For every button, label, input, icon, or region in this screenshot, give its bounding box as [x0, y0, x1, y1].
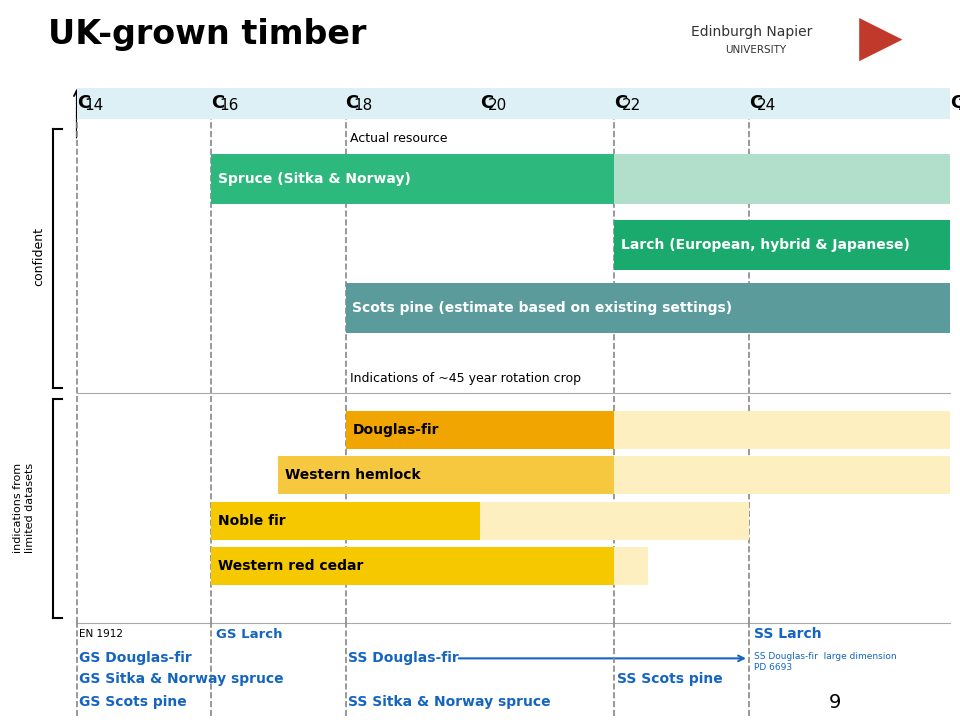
- Text: Noble fir: Noble fir: [218, 514, 285, 528]
- Text: GS Sitka & Norway spruce: GS Sitka & Norway spruce: [79, 672, 283, 686]
- Text: C: C: [211, 94, 225, 112]
- Text: 9: 9: [829, 693, 841, 712]
- Text: 20: 20: [488, 98, 507, 113]
- Text: C: C: [614, 94, 628, 112]
- Text: confident: confident: [32, 227, 45, 286]
- Text: GS Scots pine: GS Scots pine: [79, 696, 186, 709]
- Text: EN 1912: EN 1912: [79, 629, 123, 639]
- Text: SS Sitka & Norway spruce: SS Sitka & Norway spruce: [348, 696, 551, 709]
- Text: Western hemlock: Western hemlock: [285, 469, 420, 482]
- Text: C: C: [346, 94, 359, 112]
- Text: Edinburgh Napier: Edinburgh Napier: [691, 25, 812, 40]
- Text: Larch (European, hybrid & Japanese): Larch (European, hybrid & Japanese): [621, 238, 910, 252]
- Text: UNIVERSITY: UNIVERSITY: [725, 45, 786, 55]
- Text: Western red cedar: Western red cedar: [218, 559, 363, 573]
- Text: indications from
limited datasets: indications from limited datasets: [13, 463, 35, 553]
- Text: Spruce (Sitka & Norway): Spruce (Sitka & Norway): [218, 172, 411, 186]
- Text: GS Douglas-fir: GS Douglas-fir: [79, 652, 191, 665]
- Text: 14: 14: [84, 98, 104, 113]
- Text: 22: 22: [622, 98, 641, 113]
- Text: C: C: [480, 94, 493, 112]
- Text: 18: 18: [353, 98, 372, 113]
- Text: SS Scots pine: SS Scots pine: [617, 672, 723, 686]
- Text: C: C: [950, 94, 960, 112]
- Text: Scots pine (estimate based on existing settings): Scots pine (estimate based on existing s…: [352, 301, 732, 315]
- Text: Actual resource: Actual resource: [350, 132, 448, 145]
- Text: C: C: [77, 94, 90, 112]
- Text: SS Larch: SS Larch: [754, 627, 821, 641]
- Text: SS Douglas-fir: SS Douglas-fir: [348, 652, 459, 665]
- Text: Indications of ~45 year rotation crop: Indications of ~45 year rotation crop: [350, 372, 582, 385]
- Text: SS Douglas-fir  large dimension
PD 6693: SS Douglas-fir large dimension PD 6693: [754, 652, 897, 672]
- Text: 27: 27: [958, 98, 960, 113]
- Text: 24: 24: [756, 98, 776, 113]
- Text: 16: 16: [219, 98, 238, 113]
- Text: GS Larch: GS Larch: [216, 628, 282, 641]
- Text: C: C: [749, 94, 762, 112]
- Text: UK-grown timber: UK-grown timber: [48, 18, 367, 51]
- Text: Douglas-fir: Douglas-fir: [352, 423, 439, 437]
